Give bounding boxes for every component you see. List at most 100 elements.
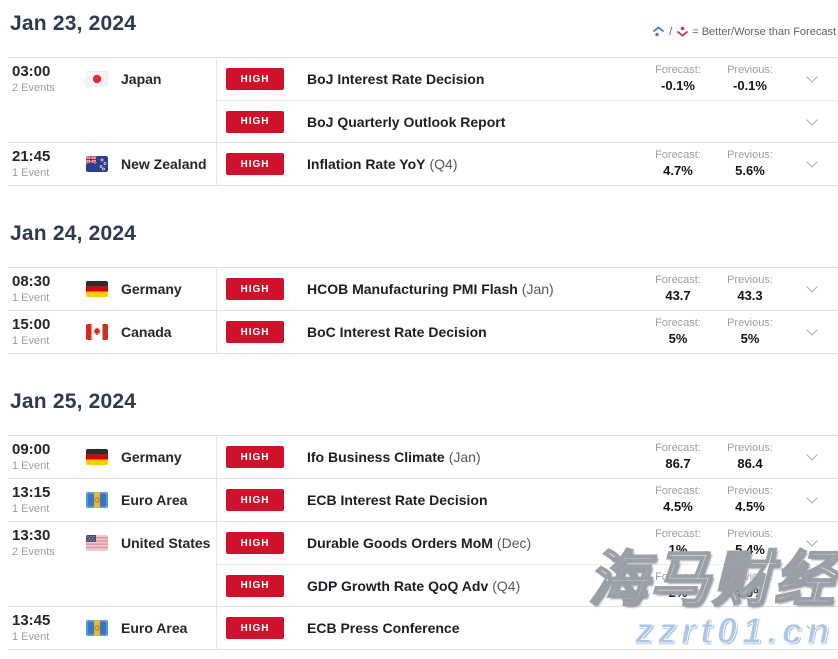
previous-label: Previous:: [727, 274, 773, 286]
previous-block: Previous: 43.3: [714, 274, 786, 304]
time-block: 21:45 1 Event: [12, 148, 74, 180]
event-row[interactable]: HIGH Durable Goods Orders MoM (Dec) Forec…: [217, 522, 838, 564]
forecast-block: Forecast: -0.1%: [642, 64, 714, 94]
event-time: 08:30: [12, 273, 51, 290]
forecast-value: -0.1%: [661, 78, 695, 93]
chevron-down-icon: [806, 156, 818, 168]
expand-row-button[interactable]: [786, 101, 838, 142]
event-title-qualifier: (Jan): [521, 281, 554, 297]
expand-row-button[interactable]: [786, 522, 838, 564]
event-count: 1 Event: [12, 292, 50, 304]
event-title-text: Durable Goods Orders MoM: [307, 535, 493, 551]
forecast-label: Forecast:: [655, 485, 701, 497]
calendar-sections: Jan 23, 2024 03:00 2 Events Japan HIGH B…: [0, 12, 838, 650]
previous-label: Previous:: [727, 442, 773, 454]
forecast-value: 43.7: [665, 288, 691, 303]
importance-badge: HIGH: [226, 68, 284, 90]
event-time: 09:00: [12, 441, 51, 458]
expand-row-button[interactable]: [786, 565, 838, 606]
previous-label: Previous:: [727, 64, 773, 76]
legend-separator: /: [669, 25, 673, 38]
event-title-qualifier: (Q4): [429, 156, 458, 172]
flag-euro-area-icon: [86, 492, 108, 508]
time-country-cell: 15:00 1 Event Canada: [8, 311, 217, 353]
importance-badge-label: HIGH: [240, 326, 270, 338]
flag-germany-icon: [86, 281, 108, 297]
expand-row-button[interactable]: [786, 607, 838, 649]
forecast-block: Forecast: 4.5%: [642, 485, 714, 515]
event-row[interactable]: HIGH Inflation Rate YoY (Q4) Forecast: 4.…: [217, 143, 838, 185]
previous-label: Previous:: [727, 149, 773, 161]
group-events: HIGH HCOB Manufacturing PMI Flash (Jan) F…: [217, 268, 838, 310]
previous-label: Previous:: [727, 570, 773, 583]
previous-block: Previous: 4.5%: [714, 485, 786, 515]
economic-calendar-page: / = Better/Worse than Forecast Jan 23, 2…: [0, 12, 838, 659]
group-events: HIGH BoJ Interest Rate Decision Forecast…: [217, 58, 838, 142]
importance-badge-label: HIGH: [240, 494, 270, 506]
previous-block: Previous: 86.4: [714, 442, 786, 472]
event-title: Inflation Rate YoY (Q4): [307, 156, 642, 172]
event-row[interactable]: HIGH BoJ Quarterly Outlook Report Foreca…: [217, 100, 838, 142]
flag-germany-icon: [86, 449, 108, 465]
importance-badge: HIGH: [226, 446, 284, 468]
date-section: Jan 25, 2024 09:00 1 Event Germany HIGH …: [0, 390, 838, 650]
time-country-cell: 13:15 1 Event Euro Area: [8, 479, 217, 521]
time-country-cell: 03:00 2 Events Japan: [8, 58, 217, 142]
event-title: Durable Goods Orders MoM (Dec): [307, 535, 642, 551]
event-count: 1 Event: [12, 167, 50, 179]
expand-row-button[interactable]: [786, 311, 838, 353]
country-name: Germany: [121, 449, 182, 465]
event-title-text: BoC Interest Rate Decision: [307, 324, 487, 340]
event-row[interactable]: HIGH HCOB Manufacturing PMI Flash (Jan) F…: [217, 268, 838, 310]
event-title-text: BoJ Quarterly Outlook Report: [307, 113, 506, 130]
importance-badge: HIGH: [226, 617, 284, 639]
event-table: 09:00 1 Event Germany HIGH Ifo Business …: [8, 435, 838, 650]
expand-row-button[interactable]: [786, 268, 838, 310]
forecast-block: Forecast: 4.7%: [642, 149, 714, 179]
date-header: Jan 25, 2024: [10, 390, 137, 413]
event-title: HCOB Manufacturing PMI Flash (Jan): [307, 281, 642, 297]
expand-row-button[interactable]: [786, 479, 838, 521]
time-block: 03:00 2 Events: [12, 63, 74, 95]
event-row[interactable]: HIGH BoJ Interest Rate Decision Forecast…: [217, 58, 838, 100]
event-group: 13:30 2 Events United States HIGH Durabl…: [8, 521, 838, 606]
event-title-text: HCOB Manufacturing PMI Flash: [307, 281, 518, 297]
time-country-cell: 13:30 2 Events United States: [8, 522, 217, 606]
forecast-value: 1%: [668, 542, 688, 557]
event-row[interactable]: HIGH ECB Interest Rate Decision Forecast…: [217, 479, 838, 521]
event-time: 21:45: [12, 148, 51, 165]
event-group: 15:00 1 Event Canada HIGH BoC Interest R…: [8, 310, 838, 353]
worse-down-arrow-icon: [676, 25, 689, 38]
event-count: 1 Event: [12, 503, 50, 515]
event-row[interactable]: HIGH BoC Interest Rate Decision Forecast…: [217, 311, 838, 353]
expand-row-button[interactable]: [786, 143, 838, 185]
event-title: ECB Press Conference: [307, 620, 642, 636]
time-block: 15:00 1 Event: [12, 316, 74, 348]
event-row[interactable]: HIGH ECB Press Conference Forecast: Prev…: [217, 607, 838, 649]
country-name: Euro Area: [121, 620, 188, 636]
event-time: 13:15: [12, 484, 51, 501]
forecast-label: Forecast:: [655, 317, 701, 329]
previous-block: Previous: 4.9%: [714, 571, 786, 601]
previous-value: 5.6%: [735, 163, 765, 178]
importance-badge-label: HIGH: [240, 158, 270, 170]
country-name: New Zealand: [121, 156, 207, 172]
event-time: 13:30: [12, 527, 51, 544]
country-name: Canada: [121, 324, 172, 340]
forecast-value: 86.7: [665, 456, 691, 471]
event-table: 03:00 2 Events Japan HIGH BoJ Interest R…: [8, 57, 838, 186]
event-title: BoJ Quarterly Outlook Report: [307, 114, 642, 130]
previous-value: 5.4%: [735, 542, 765, 557]
previous-block: Previous: 5.4%: [714, 528, 786, 558]
previous-label: Previous:: [727, 317, 773, 329]
flag-japan-icon: [86, 71, 108, 87]
event-count: 2 Events: [12, 546, 55, 558]
expand-row-button[interactable]: [786, 58, 838, 100]
chevron-down-icon: [806, 535, 818, 547]
event-row[interactable]: HIGH GDP Growth Rate QoQ Adv (Q4) Forecas…: [217, 564, 838, 606]
previous-block: Previous: -0.1%: [714, 64, 786, 94]
event-row[interactable]: HIGH Ifo Business Climate (Jan) Forecast:…: [217, 436, 838, 478]
event-group: 13:15 1 Event Euro Area HIGH ECB Interes…: [8, 478, 838, 521]
time-country-cell: 09:00 1 Event Germany: [8, 436, 217, 478]
expand-row-button[interactable]: [786, 436, 838, 478]
